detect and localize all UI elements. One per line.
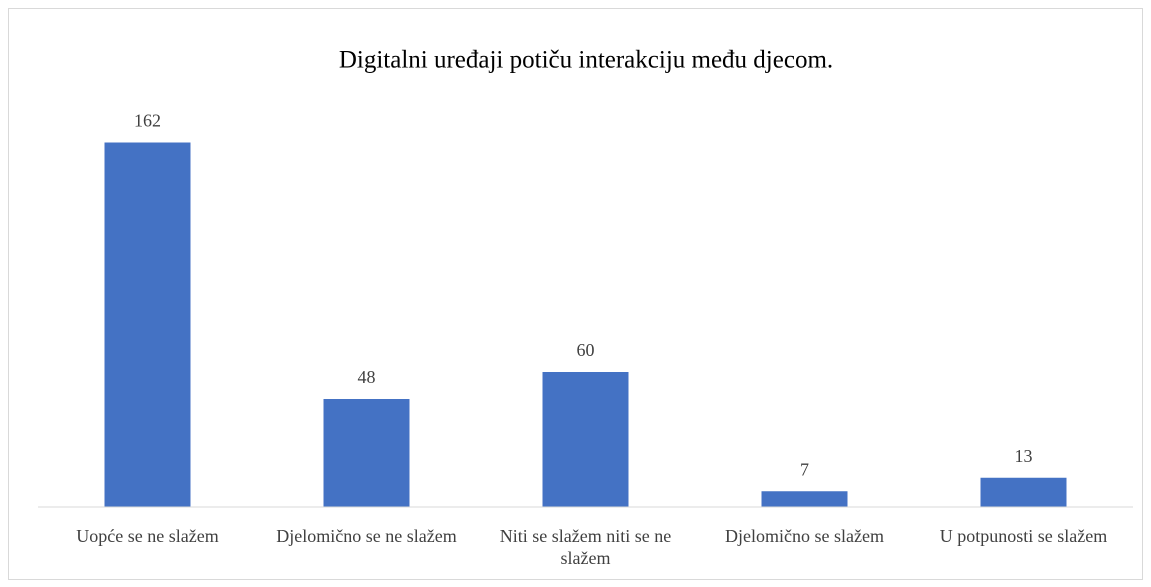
data-label: 48 — [358, 367, 376, 387]
bar — [761, 491, 848, 507]
data-label: 7 — [800, 459, 809, 479]
bar — [980, 477, 1067, 507]
data-label: 60 — [577, 340, 595, 360]
chart-title: Digitalni uređaji potiču interakciju međ… — [339, 47, 833, 74]
bar — [323, 399, 410, 507]
data-label: 162 — [134, 111, 161, 131]
data-label: 13 — [1015, 446, 1033, 466]
x-tick-label: Niti se slažem niti se ne slažem — [500, 526, 671, 568]
bar — [542, 372, 629, 507]
x-tick-label: Djelomično se ne slažem — [276, 526, 456, 546]
x-tick-label: Djelomično se slažem — [725, 526, 884, 546]
bar — [104, 142, 191, 507]
x-tick-label: U potpunosti se slažem — [940, 526, 1107, 546]
x-tick-label: Uopće se ne slažem — [76, 526, 218, 546]
